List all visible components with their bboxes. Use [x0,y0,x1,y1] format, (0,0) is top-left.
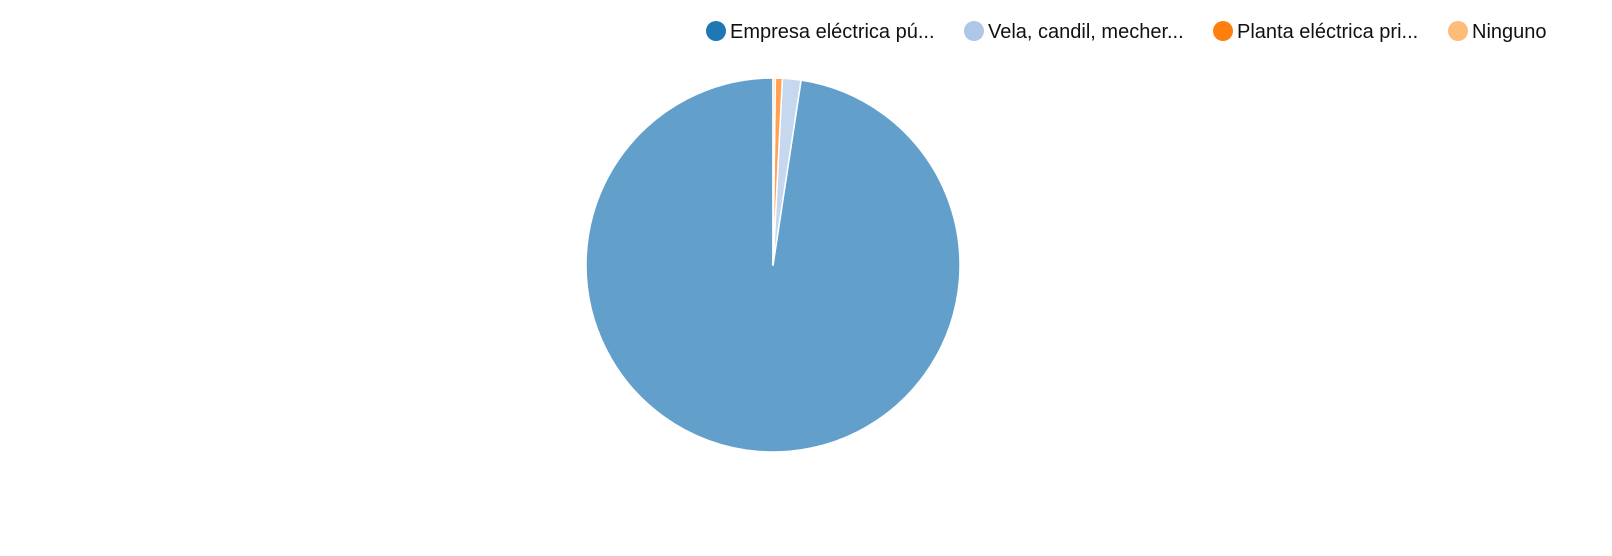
legend-swatch-ninguno [1448,21,1468,41]
legend-item-planta-electrica-pri[interactable]: Planta eléctrica pri... [1213,21,1418,43]
legend-label-empresa-electrica-pu: Empresa eléctrica pú... [730,21,935,43]
pie-slice-ninguno[interactable] [772,77,777,266]
legend-swatch-planta-electrica-pri [1213,21,1233,41]
legend-item-empresa-electrica-pu[interactable]: Empresa eléctrica pú... [706,21,935,43]
legend-item-vela-candil-mecher[interactable]: Vela, candil, mecher... [964,21,1184,43]
legend-swatch-empresa-electrica-pu [706,21,726,41]
legend-item-ninguno[interactable]: Ninguno [1448,21,1547,43]
legend-label-ninguno: Ninguno [1472,21,1547,43]
legend-swatch-vela-candil-mecher [964,21,984,41]
legend-label-vela-candil-mecher: Vela, candil, mecher... [988,21,1184,43]
legend: Empresa eléctrica pú... Vela, candil, mec… [706,21,1547,43]
pie-slices [585,77,961,453]
legend-label-planta-electrica-pri: Planta eléctrica pri... [1237,21,1418,43]
